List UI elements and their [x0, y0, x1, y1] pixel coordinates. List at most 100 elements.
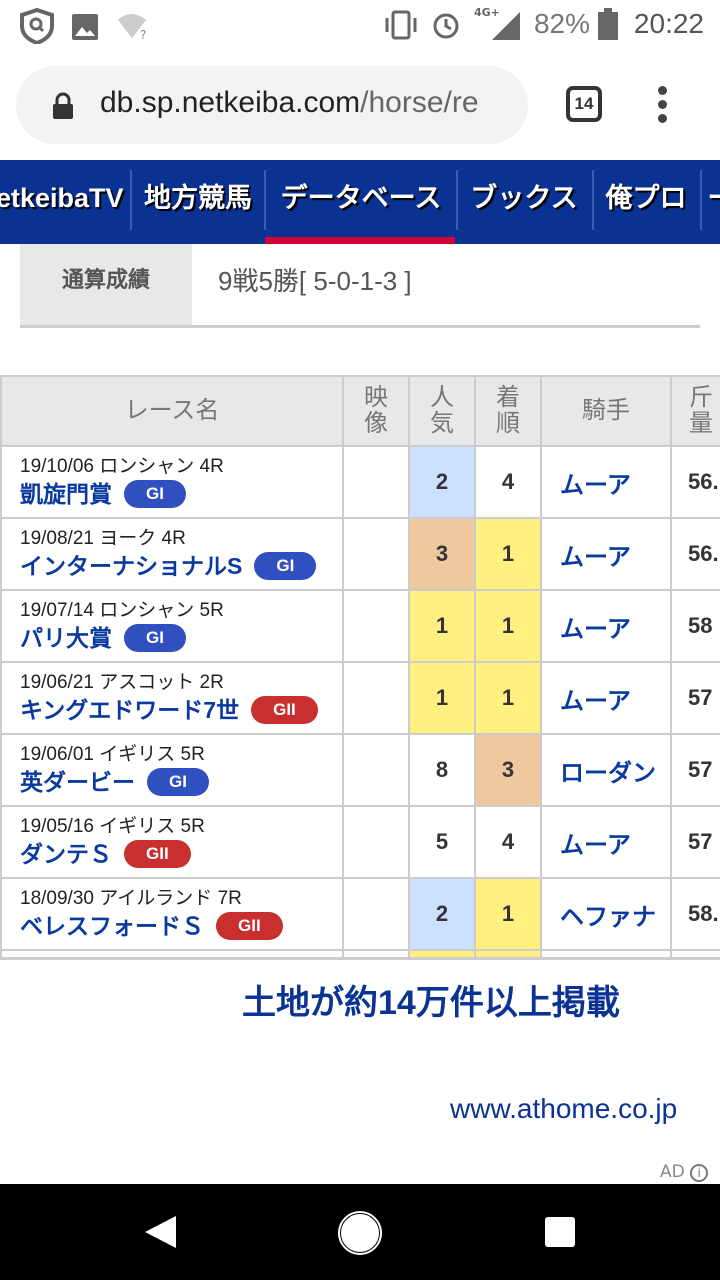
header-label: 騎手 — [582, 397, 630, 424]
race-cell: 19/08/21 ヨーク 4R インターナショナルS GI — [0, 519, 344, 591]
nav-active-indicator — [265, 237, 455, 244]
popularity-cell: 5 — [410, 807, 476, 879]
race-name-link[interactable]: パリ大賞 — [20, 625, 112, 651]
url-path: /horse/re — [360, 86, 479, 119]
race-cell — [0, 951, 344, 957]
grade-badge: GII — [216, 912, 283, 940]
address-bar[interactable]: db.sp.netkeiba.com/horse/re — [16, 66, 528, 144]
summary-label: 通算成績 — [20, 244, 192, 325]
weight-cell: 57 — [672, 735, 720, 807]
jockey-link[interactable]: ローダン — [542, 735, 672, 807]
race-results-table: レース名 映像 人気 着順 騎手 斤量 19/10/06 ロンシャン 4R 凱旋門賞 GI 2 4 ム… — [0, 375, 720, 960]
finish-cell: 4 — [476, 807, 542, 879]
nav-orepro[interactable]: 俺プロ — [605, 183, 687, 213]
ad-headline[interactable]: 土地が約14万件以上掲載 — [242, 984, 620, 1022]
weight-cell: 58. — [672, 879, 720, 951]
home-icon[interactable] — [337, 1210, 383, 1256]
shield-search-icon — [20, 8, 54, 44]
grade-badge: GI — [147, 768, 209, 796]
video-cell — [344, 879, 410, 951]
svg-text:?: ? — [140, 28, 146, 40]
finish-cell: 1 — [476, 879, 542, 951]
grade-badge: GI — [254, 552, 317, 580]
ad-url[interactable]: www.athome.co.jp — [450, 1093, 678, 1124]
jockey-link[interactable]: ムーア — [542, 519, 672, 591]
race-name-link[interactable]: インターナショナルS — [20, 553, 243, 579]
video-cell — [344, 447, 410, 519]
battery-icon — [598, 8, 618, 40]
header-label: 人気 — [429, 384, 454, 437]
nav-books[interactable]: ブックス — [470, 183, 578, 213]
header-popularity: 人気 — [410, 375, 476, 447]
video-cell — [344, 951, 410, 957]
race-cell: 18/09/30 アイルランド 7R ベレスフォードＳ GII — [0, 879, 344, 951]
header-video: 映像 — [344, 375, 410, 447]
url-host: db.sp.netkeiba.com — [100, 86, 361, 119]
clock: 20:22 — [633, 8, 704, 39]
race-cell: 19/06/21 アスコット 2R キングエドワード7世 GII — [0, 663, 344, 735]
ad-label: AD — [660, 1162, 685, 1182]
race-name-link[interactable]: ダンテＳ — [20, 841, 112, 867]
vibrate-icon — [385, 10, 417, 40]
race-meta: 19/06/21 アスコット 2R — [20, 672, 224, 693]
jockey-link — [542, 951, 672, 957]
overflow-menu-icon[interactable] — [658, 86, 668, 128]
race-name-link[interactable]: 凱旋門賞 — [20, 481, 112, 507]
header-label: 斤量 — [688, 384, 713, 437]
jockey-link[interactable]: ヘファナ — [542, 879, 672, 951]
race-name-link[interactable]: ベレスフォードＳ — [20, 913, 204, 939]
race-meta: 19/06/01 イギリス 5R — [20, 744, 205, 765]
race-cell: 19/05/16 イギリス 5R ダンテＳ GII — [0, 807, 344, 879]
network-type: 4G+ — [474, 6, 500, 19]
video-cell — [344, 735, 410, 807]
jockey-link[interactable]: ムーア — [542, 807, 672, 879]
weight-cell: 57 — [672, 807, 720, 879]
alarm-icon — [433, 13, 459, 39]
race-cell: 19/07/14 ロンシャン 5R パリ大賞 GI — [0, 591, 344, 663]
grade-badge: GII — [251, 696, 318, 724]
jockey-link[interactable]: ムーア — [542, 447, 672, 519]
video-cell — [344, 591, 410, 663]
tab-switcher-button[interactable]: 14 — [566, 86, 602, 122]
jockey-link[interactable]: ムーア — [542, 591, 672, 663]
grade-badge: GI — [124, 480, 186, 508]
grade-badge: GII — [124, 840, 191, 868]
finish-cell: 3 — [476, 735, 542, 807]
signal-icon — [492, 12, 520, 40]
popularity-cell: 3 — [410, 519, 476, 591]
header-finish: 着順 — [476, 375, 542, 447]
finish-cell: 1 — [476, 663, 542, 735]
popularity-cell: 1 — [410, 663, 476, 735]
lock-icon — [53, 92, 73, 119]
header-race-name: レース名 — [0, 375, 344, 447]
career-summary: 通算成績 9戦5勝[ 5-0-1-3 ] — [20, 244, 700, 328]
weight-cell: 58 — [672, 591, 720, 663]
header-weight: 斤量 — [672, 375, 720, 447]
header-label: 着順 — [495, 384, 520, 437]
summary-value: 9戦5勝[ 5-0-1-3 ] — [218, 266, 412, 296]
nav-chihou[interactable]: 地方競馬 — [144, 183, 252, 213]
race-meta: 19/10/06 ロンシャン 4R — [20, 456, 224, 477]
popularity-cell: 2 — [410, 879, 476, 951]
url-text: db.sp.netkeiba.com/horse/re — [100, 86, 524, 120]
battery-percent: 82% — [533, 8, 590, 39]
race-name-link[interactable]: キングエドワード7世 — [20, 697, 240, 723]
wifi-unknown-icon: ? — [118, 14, 146, 40]
popularity-cell: 2 — [410, 447, 476, 519]
race-cell: 19/06/01 イギリス 5R 英ダービー GI — [0, 735, 344, 807]
back-icon[interactable] — [143, 1214, 179, 1250]
system-nav-bar — [0, 1184, 720, 1280]
ad-choices[interactable]: AD i — [660, 1162, 709, 1182]
nav-database[interactable]: データベース — [280, 183, 442, 213]
nav-more[interactable]: ー — [706, 160, 720, 244]
weight-cell: 56. — [672, 519, 720, 591]
popularity-cell: 1 — [410, 591, 476, 663]
race-name-link[interactable]: 英ダービー — [20, 769, 135, 795]
recents-icon[interactable] — [544, 1216, 576, 1248]
jockey-link[interactable]: ムーア — [542, 663, 672, 735]
nav-netkeibatv[interactable]: etkeibaTV — [0, 183, 124, 213]
grade-badge: GI — [124, 624, 186, 652]
site-nav: etkeibaTV 地方競馬 データベース ブックス 俺プロ ー — [0, 160, 720, 244]
video-cell — [344, 519, 410, 591]
finish-cell: 1 — [476, 591, 542, 663]
